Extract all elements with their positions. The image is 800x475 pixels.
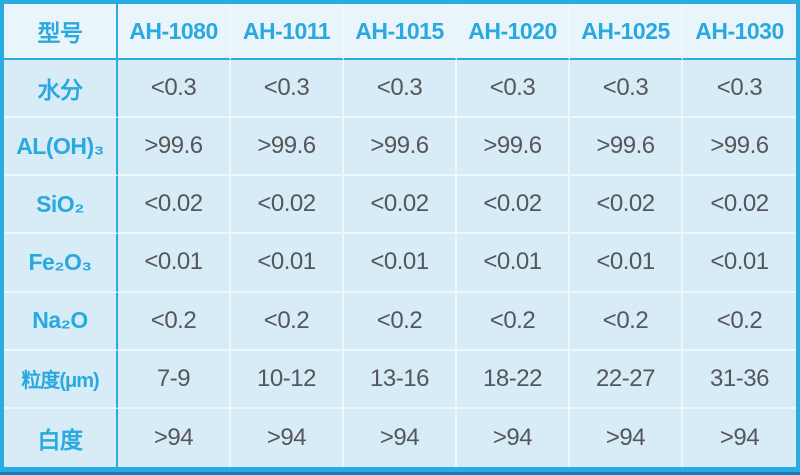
value-cell: >94 [118, 408, 231, 467]
value-cell: <0.01 [683, 234, 796, 293]
value-cell: >99.6 [344, 118, 457, 177]
value-cell: <0.3 [683, 60, 796, 119]
value-cell: <0.01 [344, 234, 457, 293]
value-cell: 7-9 [118, 350, 231, 409]
value-cell: <0.2 [683, 292, 796, 351]
value-cell: <0.3 [457, 60, 570, 119]
header-cell-ah1011: AH-1011 [231, 4, 344, 60]
value-cell: >94 [457, 408, 570, 467]
value-cell: 10-12 [231, 350, 344, 409]
value-cell: >94 [683, 408, 796, 467]
value-cell: <0.01 [118, 234, 231, 293]
value-cell: <0.2 [118, 292, 231, 351]
value-cell: 18-22 [457, 350, 570, 409]
value-cell: <0.02 [118, 176, 231, 235]
row-label-particle-size: 粒度(μm) [4, 350, 118, 409]
value-cell: <0.2 [457, 292, 570, 351]
row-label-whiteness: 白度 [4, 408, 118, 467]
row-label-na2o: Na₂O [4, 292, 118, 351]
value-cell: <0.02 [344, 176, 457, 235]
value-cell: <0.2 [231, 292, 344, 351]
header-cell-ah1025: AH-1025 [570, 4, 683, 60]
value-cell: 13-16 [344, 350, 457, 409]
row-label-fe2o3: Fe₂O₃ [4, 234, 118, 293]
value-cell: <0.01 [457, 234, 570, 293]
spec-grid: 型号 AH-1080 AH-1011 AH-1015 AH-1020 AH-10… [4, 4, 796, 467]
value-cell: <0.3 [570, 60, 683, 119]
row-label-sio2: SiO₂ [4, 176, 118, 235]
row-label-moisture: 水分 [4, 60, 118, 119]
header-cell-ah1015: AH-1015 [344, 4, 457, 60]
header-cell-ah1030: AH-1030 [683, 4, 796, 60]
value-cell: <0.2 [344, 292, 457, 351]
value-cell: <0.3 [344, 60, 457, 119]
value-cell: <0.3 [231, 60, 344, 119]
value-cell: >99.6 [118, 118, 231, 177]
value-cell: 31-36 [683, 350, 796, 409]
bottom-accent-strip [0, 472, 800, 475]
value-cell: <0.02 [457, 176, 570, 235]
value-cell: 22-27 [570, 350, 683, 409]
header-cell-model: 型号 [4, 4, 118, 60]
row-label-aloh3: AL(OH)₃ [4, 118, 118, 177]
header-cell-ah1080: AH-1080 [118, 4, 231, 60]
value-cell: >99.6 [457, 118, 570, 177]
value-cell: >94 [231, 408, 344, 467]
value-cell: <0.01 [570, 234, 683, 293]
value-cell: <0.02 [570, 176, 683, 235]
value-cell: <0.02 [683, 176, 796, 235]
value-cell: <0.3 [118, 60, 231, 119]
value-cell: >94 [570, 408, 683, 467]
value-cell: >99.6 [231, 118, 344, 177]
value-cell: <0.2 [570, 292, 683, 351]
value-cell: <0.02 [231, 176, 344, 235]
value-cell: >94 [344, 408, 457, 467]
header-cell-ah1020: AH-1020 [457, 4, 570, 60]
value-cell: >99.6 [683, 118, 796, 177]
value-cell: >99.6 [570, 118, 683, 177]
value-cell: <0.01 [231, 234, 344, 293]
